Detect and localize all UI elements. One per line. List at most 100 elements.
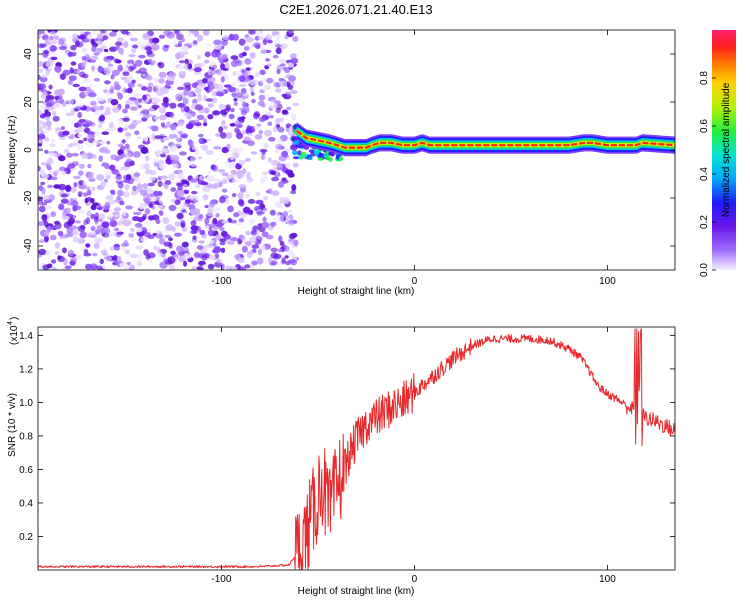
noise-speck	[178, 203, 188, 210]
noise-speck	[99, 140, 105, 145]
noise-speck	[78, 86, 87, 92]
noise-speck	[230, 108, 235, 113]
noise-speck	[103, 48, 109, 53]
noise-speck	[277, 181, 285, 188]
noise-speck	[48, 51, 56, 55]
noise-speck	[175, 96, 182, 102]
noise-speck	[114, 227, 119, 232]
noise-speck	[90, 55, 99, 61]
noise-speck	[168, 71, 177, 78]
noise-speck	[144, 163, 150, 170]
noise-speck	[221, 188, 228, 193]
noise-speck	[191, 190, 198, 195]
noise-speck	[158, 78, 165, 84]
noise-speck	[40, 162, 48, 166]
noise-speck	[201, 264, 207, 269]
noise-speck	[231, 82, 236, 87]
noise-speck	[244, 77, 251, 82]
noise-speck	[262, 196, 269, 201]
noise-speck	[106, 140, 111, 145]
noise-speck	[229, 153, 235, 161]
noise-speck	[124, 103, 130, 109]
noise-speck	[272, 104, 278, 109]
noise-speck	[100, 181, 105, 187]
noise-speck	[288, 126, 293, 133]
noise-speck	[135, 227, 143, 233]
noise-speck	[270, 247, 278, 253]
noise-speck	[134, 130, 140, 136]
noise-speck	[208, 85, 213, 93]
noise-speck	[112, 211, 120, 216]
noise-speck	[277, 117, 284, 122]
noise-speck	[215, 212, 220, 218]
noise-speck	[115, 232, 122, 238]
noise-speck	[201, 78, 208, 84]
noise-speck	[272, 190, 280, 196]
noise-speck	[255, 236, 263, 242]
noise-speck	[93, 77, 101, 82]
noise-speck	[234, 127, 240, 134]
noise-speck	[177, 173, 185, 180]
noise-speck	[60, 198, 69, 204]
noise-speck	[125, 158, 133, 164]
noise-speck	[287, 30, 295, 34]
noise-speck	[105, 255, 112, 262]
noise-speck	[72, 196, 79, 200]
noise-speck	[121, 245, 126, 251]
noise-speck	[176, 212, 184, 220]
noise-speck	[97, 268, 106, 270]
noise-speck	[248, 80, 257, 86]
noise-speck	[45, 69, 51, 76]
noise-speck	[219, 196, 226, 204]
noise-speck	[290, 232, 298, 238]
noise-speck	[46, 225, 52, 233]
noise-speck	[47, 126, 52, 131]
noise-speck	[234, 120, 243, 125]
noise-speck	[155, 85, 162, 90]
noise-speck	[216, 40, 224, 45]
noise-speck	[104, 110, 112, 116]
noise-speck	[85, 186, 91, 191]
noise-speck	[162, 217, 170, 224]
noise-speck	[38, 30, 46, 35]
noise-speck	[38, 146, 43, 151]
noise-speck	[183, 88, 188, 96]
burst-speck	[339, 155, 343, 162]
noise-speck	[231, 178, 240, 184]
noise-speck	[159, 261, 168, 269]
noise-speck	[38, 109, 43, 116]
noise-speck	[38, 205, 46, 213]
noise-speck	[249, 52, 256, 59]
noise-speck	[138, 202, 145, 210]
noise-speck	[145, 155, 150, 162]
noise-speck	[191, 119, 200, 123]
noise-speck	[38, 226, 45, 231]
noise-speck	[75, 40, 80, 47]
noise-speck	[96, 174, 105, 181]
noise-speck	[183, 112, 190, 117]
noise-speck	[117, 189, 124, 197]
noise-speck	[192, 235, 197, 240]
noise-speck	[209, 254, 216, 260]
noise-speck	[237, 198, 244, 206]
noise-speck	[250, 264, 256, 270]
noise-speck	[262, 207, 267, 212]
colorbar-tick-label: 0.8	[699, 71, 710, 85]
noise-speck	[155, 218, 161, 225]
noise-speck	[174, 199, 181, 206]
noise-speck	[290, 53, 297, 59]
noise-speck	[202, 194, 209, 201]
noise-speck	[85, 243, 91, 248]
noise-speck	[170, 187, 177, 192]
noise-speck	[191, 82, 198, 89]
noise-speck	[250, 151, 258, 155]
noise-speck	[181, 241, 189, 248]
noise-speck	[233, 101, 238, 106]
noise-speck	[54, 225, 60, 230]
noise-speck	[284, 43, 289, 48]
noise-speck	[118, 118, 124, 125]
signal-core	[296, 129, 675, 149]
noise-speck	[199, 229, 206, 236]
noise-speck	[58, 45, 68, 51]
noise-speck	[146, 49, 153, 55]
